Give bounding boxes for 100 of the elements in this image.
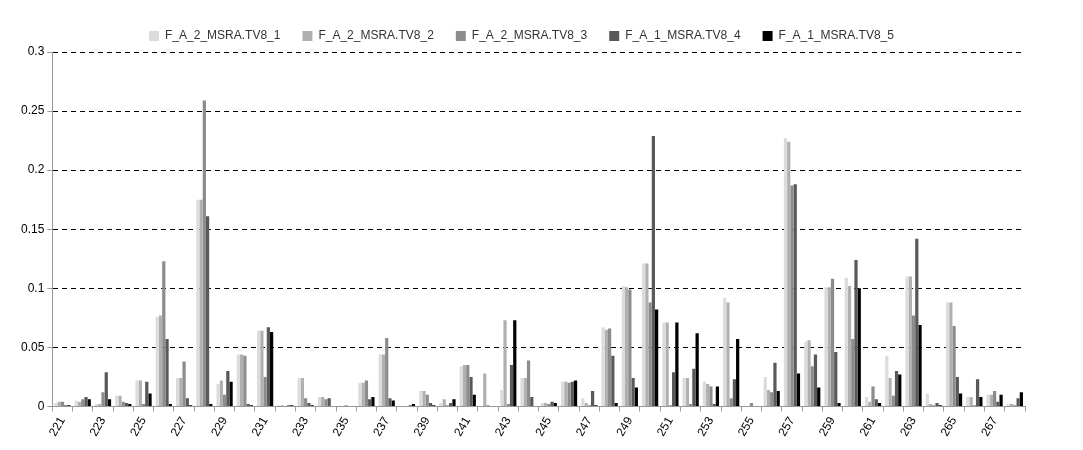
y-tick-label: 0.2 <box>27 162 45 177</box>
bar <box>702 381 707 406</box>
bar <box>266 327 270 406</box>
bar <box>317 397 322 406</box>
x-tick-label: 249 <box>613 413 636 439</box>
bar <box>851 339 855 406</box>
bar <box>817 387 821 406</box>
bar <box>945 302 950 406</box>
bar <box>483 373 487 406</box>
y-tick-label: 0 <box>37 398 45 413</box>
bar <box>216 384 220 406</box>
legend-label: F_A_1_MSRA.TV8_4 <box>625 28 741 43</box>
legend-label: F_A_2_MSRA.TV8_1 <box>165 28 281 43</box>
x-tick-label: 263 <box>896 413 920 439</box>
bar <box>732 379 737 406</box>
bar <box>469 376 473 406</box>
bar <box>145 381 149 406</box>
bar <box>685 378 690 406</box>
bar <box>651 135 655 406</box>
bar <box>107 399 112 406</box>
bar <box>911 315 916 406</box>
bar <box>796 373 801 406</box>
bar <box>749 402 754 406</box>
x-tick-label: 243 <box>491 413 514 439</box>
x-tick-label: 245 <box>532 413 555 439</box>
bar <box>787 141 791 406</box>
bar <box>175 378 180 406</box>
bar <box>992 391 997 406</box>
bar <box>915 238 919 406</box>
bar <box>854 259 858 406</box>
bar <box>682 378 686 406</box>
bar <box>834 352 838 406</box>
bar <box>182 361 186 406</box>
bar <box>830 278 835 406</box>
bar <box>226 371 230 406</box>
bar <box>847 285 852 406</box>
bar <box>813 354 818 406</box>
bar <box>385 337 389 406</box>
bar <box>925 393 929 406</box>
bar <box>179 378 183 406</box>
bar <box>715 386 720 406</box>
bar <box>202 100 206 406</box>
bar <box>155 316 159 406</box>
bar <box>581 398 585 406</box>
bar <box>723 297 727 406</box>
bar <box>263 376 267 406</box>
bar <box>573 380 578 406</box>
bar <box>526 360 531 406</box>
bar <box>185 398 189 406</box>
bar <box>229 381 233 406</box>
bar <box>1016 398 1020 406</box>
bar <box>560 381 565 406</box>
bar <box>236 354 240 406</box>
bar <box>297 378 301 406</box>
bar <box>540 402 544 406</box>
x-tick-label: 223 <box>86 413 109 439</box>
bar <box>590 391 595 406</box>
bar <box>101 392 105 406</box>
bar <box>631 378 635 406</box>
bar <box>918 324 922 406</box>
bar <box>124 402 129 406</box>
x-tick-label: 259 <box>815 413 839 439</box>
x-tick-label: 231 <box>248 413 271 439</box>
bar <box>692 368 696 406</box>
bar <box>543 402 548 406</box>
x-tick-label: 257 <box>775 413 798 439</box>
bar <box>304 398 308 406</box>
y-tick-label: 0.15 <box>21 221 45 236</box>
bar <box>844 277 848 406</box>
bar <box>500 389 504 406</box>
bar <box>952 326 956 406</box>
bar <box>672 372 676 406</box>
bar <box>776 391 780 406</box>
x-tick-label: 241 <box>451 413 474 439</box>
bar <box>607 328 612 406</box>
bar <box>894 371 899 406</box>
bar <box>1019 392 1023 406</box>
legend-label: F_A_2_MSRA.TV8_2 <box>318 28 435 43</box>
x-tick-label: 253 <box>694 413 717 439</box>
bar <box>459 366 463 406</box>
x-tick-label: 251 <box>653 413 677 439</box>
bar <box>466 365 470 406</box>
bar <box>381 354 386 406</box>
bar <box>999 394 1003 406</box>
bar <box>162 261 166 406</box>
bar <box>949 302 953 406</box>
bar <box>898 374 902 406</box>
bar <box>955 376 959 406</box>
bar <box>885 355 889 406</box>
bar <box>428 402 433 406</box>
bar <box>158 315 163 406</box>
bar <box>864 397 869 406</box>
y-tick-label: 0.3 <box>27 44 45 59</box>
x-tick-label: 229 <box>207 413 231 439</box>
y-tick-label: 0.25 <box>21 103 45 118</box>
bar <box>857 288 861 406</box>
bar <box>205 216 210 406</box>
bar <box>871 386 875 406</box>
bar <box>378 354 382 406</box>
bar <box>148 393 152 406</box>
